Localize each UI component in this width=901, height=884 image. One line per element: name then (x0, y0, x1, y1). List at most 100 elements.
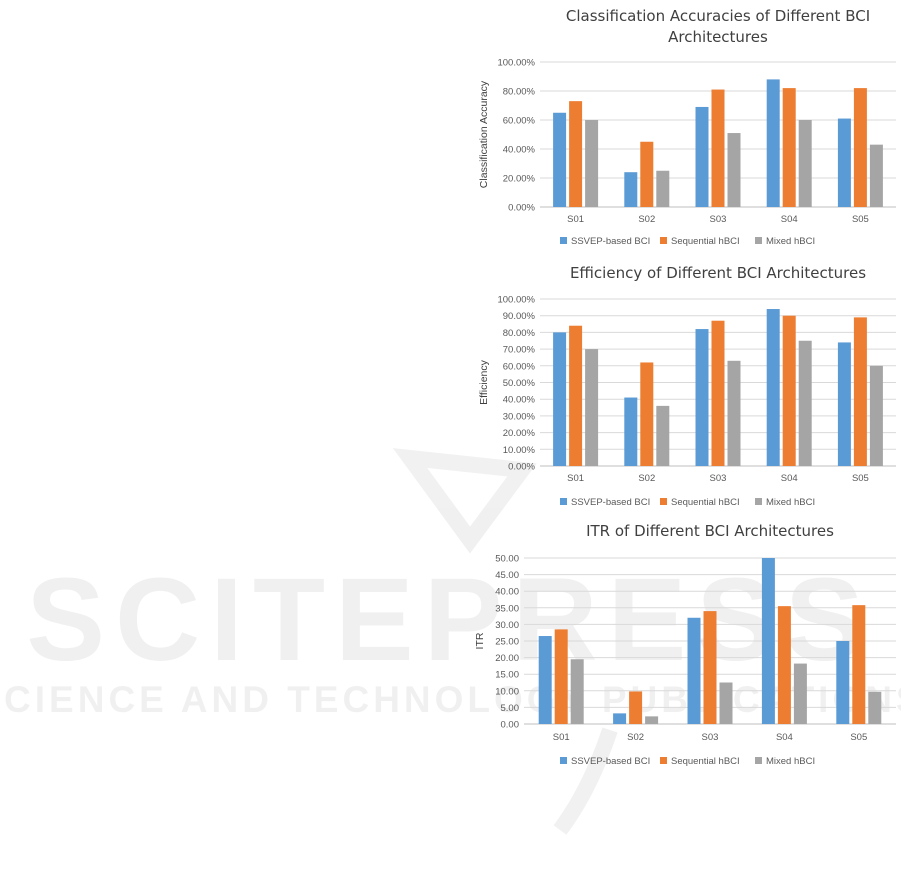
chart-title: Architectures (668, 28, 768, 46)
bar-mixed-s03 (727, 360, 741, 466)
legend-swatch-ssvep (560, 757, 567, 764)
itr-chart: ITR of Different BCI Architectures 0.00 5.… (474, 522, 896, 767)
bar-ssvep-s05 (837, 342, 851, 466)
x-tick-label: S04 (781, 214, 798, 225)
watermark-logo-swoosh (553, 727, 618, 835)
legend-label-ssvep: SSVEP-based BCI (571, 756, 650, 767)
bar-ssvep-s03 (695, 106, 709, 207)
bar-ssvep-s02 (624, 397, 638, 466)
x-tick-label: S05 (852, 214, 869, 225)
bar-mixed-s02 (656, 405, 670, 466)
bar-ssvep-s04 (761, 558, 775, 724)
legend-swatch-mixed (755, 237, 762, 244)
x-tick-label: S01 (553, 732, 570, 743)
y-tick-label: 20.00 (495, 653, 519, 664)
y-tick-label: 30.00 (495, 620, 519, 631)
y-tick-label: 60.00% (503, 116, 536, 127)
x-tick-label: S02 (638, 473, 655, 484)
legend-swatch-ssvep (560, 237, 567, 244)
bar-ssvep-s04 (766, 309, 780, 466)
legend-swatch-sequential (660, 237, 667, 244)
y-tick-label: 100.00% (497, 58, 535, 69)
bar-sequential-s04 (782, 315, 796, 466)
y-tick-label: 0.00% (508, 462, 535, 473)
legend-label-ssvep: SSVEP-based BCI (571, 497, 650, 508)
y-tick-label: 30.00% (503, 411, 536, 422)
x-tick-label: S02 (638, 214, 655, 225)
bar-mixed-s04 (798, 120, 812, 207)
y-tick-label: 40.00% (503, 145, 536, 156)
legend-swatch-mixed (755, 757, 762, 764)
chart-title: Efficiency of Different BCI Architecture… (570, 264, 866, 282)
bar-mixed-s01 (570, 659, 584, 724)
chart-title: ITR of Different BCI Architectures (586, 522, 834, 540)
legend-label-ssvep: SSVEP-based BCI (571, 236, 650, 247)
y-tick-label: 60.00% (503, 361, 536, 372)
y-tick-label: 45.00 (495, 570, 519, 581)
bar-sequential-s01 (569, 325, 583, 466)
bar-mixed-s01 (585, 120, 599, 207)
bar-sequential-s03 (711, 320, 725, 466)
x-tick-label: S05 (852, 473, 869, 484)
bar-sequential-s05 (852, 605, 866, 724)
x-tick-label: S05 (850, 732, 867, 743)
legend-label-sequential: Sequential hBCI (671, 497, 740, 508)
bar-ssvep-s01 (553, 112, 567, 207)
watermark-main-text: SCITEPRESS (26, 554, 874, 686)
y-axis-label: ITR (474, 632, 486, 649)
y-tick-label: 80.00% (503, 328, 536, 339)
x-tick-label: S04 (776, 732, 793, 743)
bar-ssvep-s01 (553, 332, 567, 466)
bar-ssvep-s01 (538, 636, 552, 724)
x-tick-label: S02 (627, 732, 644, 743)
bar-ssvep-s02 (613, 713, 627, 724)
bar-sequential-s01 (554, 629, 568, 724)
watermark-logo-shape (392, 448, 537, 554)
y-tick-label: 15.00 (495, 670, 519, 681)
x-tick-label: S03 (710, 214, 727, 225)
y-tick-label: 50.00% (503, 378, 536, 389)
y-tick-label: 20.00% (503, 428, 536, 439)
bar-ssvep-s04 (766, 79, 780, 207)
bar-sequential-s05 (853, 88, 867, 207)
y-tick-label: 5.00 (501, 703, 520, 714)
bar-sequential-s04 (782, 88, 796, 207)
chart-title: Classification Accuracies of Different B… (566, 7, 870, 25)
watermark-sub-text: SCIENCE AND TECHNOLOGY PUBLICATIONS (0, 679, 901, 720)
bar-mixed-s05 (868, 691, 882, 724)
legend-label-mixed: Mixed hBCI (766, 497, 815, 508)
bar-sequential-s04 (777, 606, 791, 724)
bar-mixed-s03 (719, 682, 733, 724)
y-tick-label: 10.00 (495, 686, 519, 697)
y-tick-label: 40.00 (495, 587, 519, 598)
bar-mixed-s04 (793, 663, 807, 724)
x-tick-label: S03 (710, 473, 727, 484)
bar-mixed-s03 (727, 133, 741, 207)
bar-sequential-s02 (640, 362, 654, 466)
bar-mixed-s01 (585, 349, 599, 466)
bar-sequential-s01 (569, 101, 583, 207)
bar-mixed-s05 (869, 365, 883, 466)
legend-label-sequential: Sequential hBCI (671, 756, 740, 767)
x-tick-label: S01 (567, 473, 584, 484)
y-tick-label: 100.00% (497, 295, 535, 306)
legend-label-mixed: Mixed hBCI (766, 236, 815, 247)
y-tick-label: 10.00% (503, 445, 536, 456)
bar-mixed-s05 (869, 144, 883, 207)
bar-mixed-s02 (645, 716, 659, 724)
y-tick-label: 80.00% (503, 87, 536, 98)
legend-swatch-ssvep (560, 498, 567, 505)
bar-sequential-s02 (629, 691, 643, 724)
y-tick-label: 90.00% (503, 311, 536, 322)
bar-sequential-s03 (711, 89, 725, 207)
y-tick-label: 40.00% (503, 395, 536, 406)
legend-swatch-sequential (660, 498, 667, 505)
legend-label-mixed: Mixed hBCI (766, 756, 815, 767)
bar-sequential-s02 (640, 141, 654, 207)
bar-ssvep-s02 (624, 172, 638, 207)
y-tick-label: 0.00% (508, 203, 535, 214)
y-tick-label: 25.00 (495, 637, 519, 648)
y-tick-label: 0.00 (501, 720, 520, 731)
